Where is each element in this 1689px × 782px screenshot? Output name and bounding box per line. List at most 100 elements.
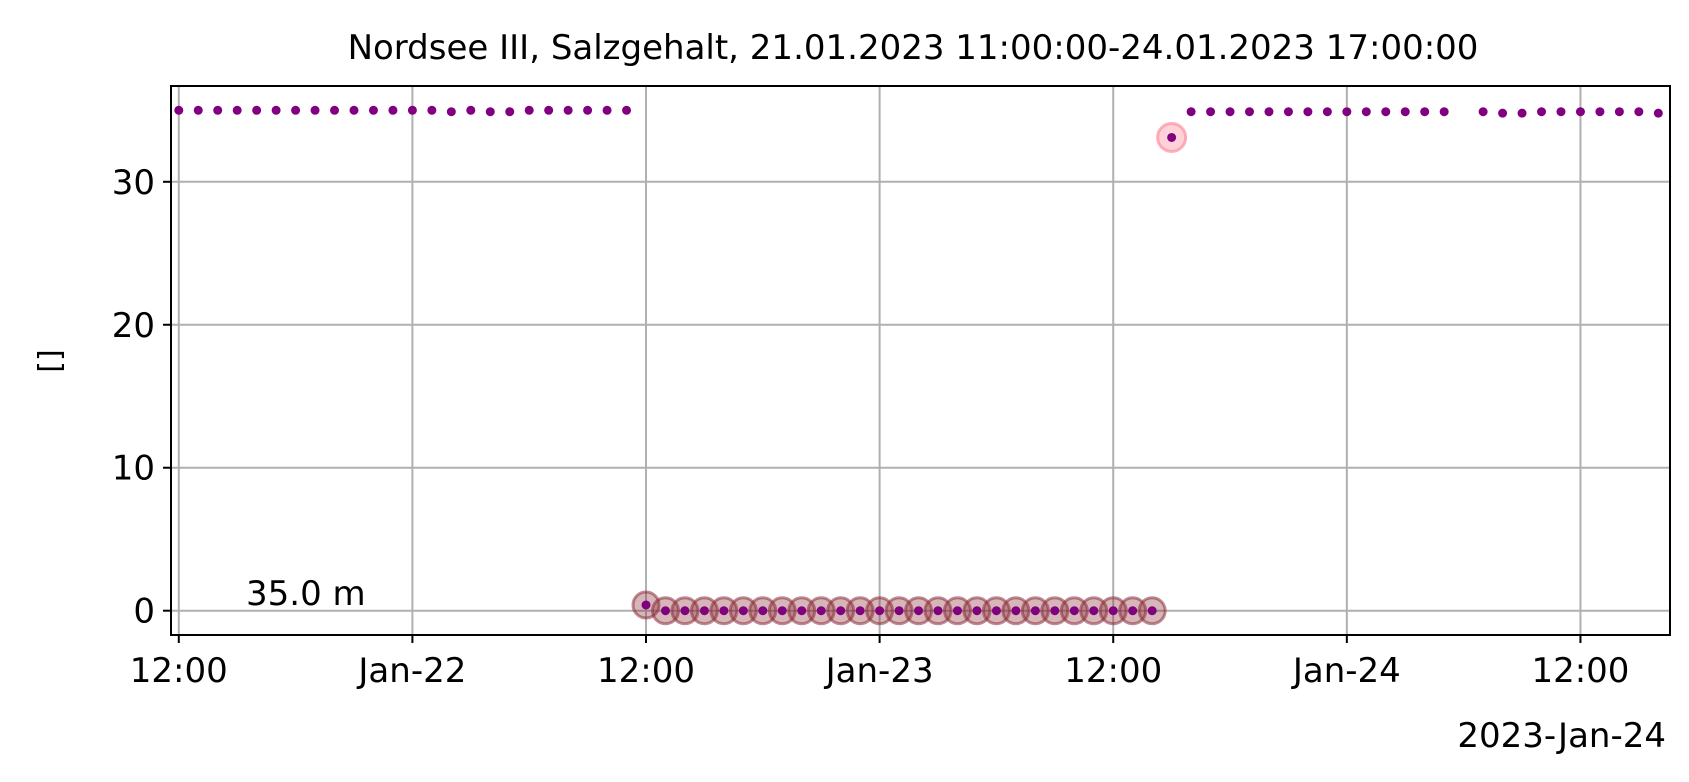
data-point [602, 105, 612, 115]
data-point [563, 105, 573, 115]
data-point [699, 606, 709, 616]
data-point [407, 105, 417, 115]
data-point [836, 606, 846, 616]
data-point [933, 606, 943, 616]
data-point [894, 606, 904, 616]
data-point [875, 606, 885, 616]
x-offset-label: 2023-Jan-24 [1457, 716, 1666, 756]
data-point [1245, 107, 1255, 117]
data-point [777, 606, 787, 616]
data-point [193, 105, 203, 115]
data-point [232, 105, 242, 115]
data-point [1478, 107, 1488, 117]
data-point [466, 105, 476, 115]
data-point [485, 107, 495, 117]
data-point [155, 106, 164, 115]
data-point [1206, 107, 1216, 117]
data-point [1556, 107, 1566, 117]
data-point [388, 105, 398, 115]
x-axis-ticks: 12:00 Jan-22 12:00 Jan-23 12:00 Jan-24 12:00 [130, 635, 1629, 691]
data-point [1322, 107, 1332, 117]
data-point [1439, 107, 1449, 117]
data-point [1089, 606, 1099, 616]
data-point [583, 105, 593, 115]
data-point [446, 107, 456, 117]
data-point [952, 606, 962, 616]
data-point [641, 600, 651, 610]
data-point [1128, 606, 1138, 616]
data-point [1420, 107, 1430, 117]
data-point [524, 105, 534, 115]
data-point [972, 606, 982, 616]
data-point [1050, 606, 1060, 616]
data-point [1186, 107, 1196, 117]
data-point [291, 105, 301, 115]
data-point [330, 105, 340, 115]
data-point [1381, 107, 1391, 117]
x-tick-label: Jan-24 [1291, 651, 1401, 691]
x-tick-label: Jan-23 [824, 651, 934, 691]
data-point [505, 107, 515, 117]
data-point [544, 105, 554, 115]
y-axis-ticks: 0 10 20 30 [112, 163, 171, 632]
data-point [719, 606, 729, 616]
data-point [252, 105, 262, 115]
data-point [758, 606, 768, 616]
x-tick-label: 12:00 [130, 651, 228, 691]
grid-lines [171, 86, 1670, 635]
quality-flag-markers [631, 121, 1188, 626]
chart-title: Nordsee III, Salzgehalt, 21.01.2023 11:0… [348, 28, 1479, 68]
data-point [991, 606, 1001, 616]
data-point [914, 606, 924, 616]
data-point [797, 606, 807, 616]
data-point [1108, 606, 1118, 616]
data-point [1283, 107, 1293, 117]
data-point [427, 105, 437, 115]
data-point [1634, 107, 1644, 117]
data-point [1517, 108, 1527, 118]
data-point [1069, 606, 1079, 616]
data-point [1537, 107, 1547, 117]
x-tick-label: 12:00 [1064, 651, 1162, 691]
data-point [349, 105, 359, 115]
data-point [1167, 132, 1177, 142]
data-point [622, 105, 632, 115]
data-point [1595, 107, 1605, 117]
plot-frame [170, 85, 1671, 636]
data-point [1264, 107, 1274, 117]
data-point [1575, 107, 1585, 117]
data-point [1225, 107, 1235, 117]
data-point [368, 105, 378, 115]
data-point [660, 606, 670, 616]
depth-annotation: 35.0 m [246, 574, 366, 614]
data-points [155, 105, 1682, 616]
x-tick-label: 12:00 [597, 651, 695, 691]
data-point [213, 105, 223, 115]
data-point [1614, 107, 1624, 117]
data-point [271, 105, 281, 115]
data-point [680, 606, 690, 616]
data-point [816, 606, 826, 616]
data-point [738, 606, 748, 616]
data-point [1361, 107, 1371, 117]
x-tick-label: 12:00 [1531, 651, 1629, 691]
data-point [1011, 606, 1021, 616]
data-point [310, 105, 320, 115]
y-axis-label: [] [33, 349, 68, 372]
data-point [1147, 606, 1157, 616]
data-point [1653, 108, 1663, 118]
y-tick-label: 10 [112, 449, 155, 489]
data-point [1673, 107, 1682, 116]
x-tick-label: Jan-22 [356, 651, 466, 691]
data-point [1342, 107, 1352, 117]
y-tick-label: 30 [112, 163, 155, 203]
y-tick-label: 0 [133, 592, 155, 632]
data-point [1303, 107, 1313, 117]
data-point [1400, 107, 1410, 117]
data-point [855, 606, 865, 616]
data-point [1498, 108, 1508, 118]
data-point [174, 105, 184, 115]
data-point [1030, 606, 1040, 616]
y-tick-label: 20 [112, 306, 155, 346]
